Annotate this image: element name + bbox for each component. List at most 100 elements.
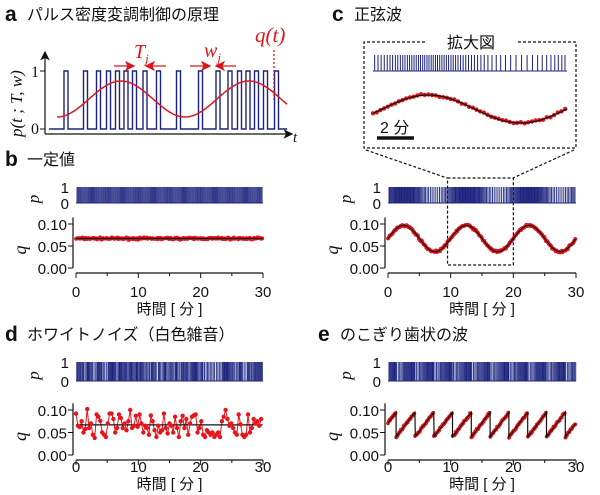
measured-point — [217, 434, 223, 440]
measured-point — [124, 428, 129, 433]
measured-point — [236, 412, 241, 417]
measured-point — [230, 425, 236, 431]
measured-point — [186, 432, 191, 437]
p-tick-label: 1 — [373, 180, 381, 197]
measured-point — [199, 419, 204, 424]
q-axis-label: q — [10, 246, 30, 255]
measured-point — [215, 430, 221, 435]
p-tick-label: 0 — [373, 374, 381, 391]
p-tick-label: 1 — [373, 355, 381, 372]
measured-point — [156, 423, 161, 428]
panel-letter: d — [5, 323, 18, 346]
measured-point — [116, 412, 122, 417]
measured-point — [146, 432, 152, 437]
width-label: wj — [204, 40, 221, 65]
x-tick-label: 20 — [192, 459, 209, 476]
y-tick-label: 0.05 — [38, 239, 67, 256]
measured-point — [128, 407, 133, 413]
x-axis-label: 時間 [ 分 ] — [449, 476, 515, 493]
x-axis-label: t — [293, 130, 298, 146]
x-tick-label: 20 — [192, 284, 209, 301]
measured-point — [238, 422, 243, 427]
y-tick-label: 0.05 — [38, 426, 67, 443]
q-axis-label: q — [10, 432, 30, 441]
y-tick-label: 1 — [31, 64, 39, 81]
inset-zoom: 拡大図 2 分 — [363, 34, 577, 179]
scale-bar-label: 2 分 — [380, 119, 409, 137]
zoom-region — [446, 177, 514, 266]
x-tick-label: 20 — [505, 284, 522, 301]
x-tick-label: 30 — [255, 284, 272, 301]
panel-a: a パルス密度変調制御の原理 1 0 p(t ; T, w) t Tj wj q… — [5, 3, 298, 146]
inset-border — [363, 41, 577, 149]
pulse-train — [49, 70, 287, 130]
measured-point — [150, 419, 155, 424]
panel-letter: c — [332, 3, 344, 26]
measured-point — [163, 425, 168, 431]
measured-point — [193, 412, 198, 417]
measured-point — [251, 416, 256, 422]
measured-point — [178, 419, 183, 424]
measured-point — [83, 426, 88, 432]
y-tick-label: 0.00 — [38, 261, 67, 278]
y-tick-label: 0.00 — [350, 448, 379, 465]
measured-point — [98, 418, 103, 423]
measured-point — [159, 428, 165, 433]
measured-point — [111, 416, 116, 422]
zoom-connector-left — [365, 149, 448, 179]
p-axis-label: p — [336, 195, 355, 205]
measured-point — [77, 424, 82, 430]
x-tick-label: 10 — [442, 459, 459, 476]
panel-title: 正弦波 — [354, 6, 402, 24]
panel-letter: e — [318, 323, 330, 346]
measured-point — [219, 419, 225, 424]
p-tick-label: 0 — [61, 196, 69, 213]
inset-marks — [370, 55, 568, 126]
measured-point — [105, 421, 110, 426]
measured-point — [221, 414, 226, 419]
measured-point — [141, 430, 146, 435]
measured-point — [245, 412, 251, 417]
measured-point — [169, 423, 174, 428]
measured-point — [144, 425, 150, 431]
y-tick-label: 0.00 — [38, 448, 67, 465]
measured-point — [161, 411, 167, 416]
measured-point — [223, 407, 228, 413]
x-tick-label: 0 — [384, 459, 392, 476]
y-tick-label: 0.10 — [38, 217, 67, 234]
period-label: Tj — [134, 41, 149, 66]
measured-point — [139, 421, 144, 426]
density-curve — [56, 80, 288, 118]
inset-title: 拡大図 — [447, 34, 495, 52]
measured-point — [88, 421, 94, 426]
q-axis-label: q — [322, 432, 342, 441]
x-axis-label: 時間 [ 分 ] — [137, 476, 203, 493]
p-tick-label: 1 — [61, 355, 69, 372]
measured-point — [81, 430, 86, 435]
target-line — [387, 410, 577, 439]
measured-point — [122, 421, 127, 426]
measured-point — [79, 419, 84, 424]
measured-point — [120, 425, 125, 431]
measured-point — [152, 428, 157, 433]
x-tick-label: 10 — [130, 284, 147, 301]
target-line — [387, 224, 577, 253]
x-tick-label: 10 — [130, 459, 147, 476]
measured-point — [202, 434, 208, 440]
measured-point — [249, 425, 254, 431]
x-tick-label: 30 — [568, 284, 585, 301]
zoom-connector-right — [512, 149, 575, 179]
x-tick-label: 0 — [72, 284, 80, 301]
y-axis-label: p(t ; T, w) — [7, 70, 26, 138]
p-tick-label: 0 — [61, 374, 69, 391]
panel-letter: b — [5, 148, 18, 171]
measured-point — [176, 434, 182, 440]
panel-title: のこぎり歯状の波 — [340, 326, 468, 344]
measured-point — [137, 412, 142, 417]
measured-point — [103, 434, 109, 440]
